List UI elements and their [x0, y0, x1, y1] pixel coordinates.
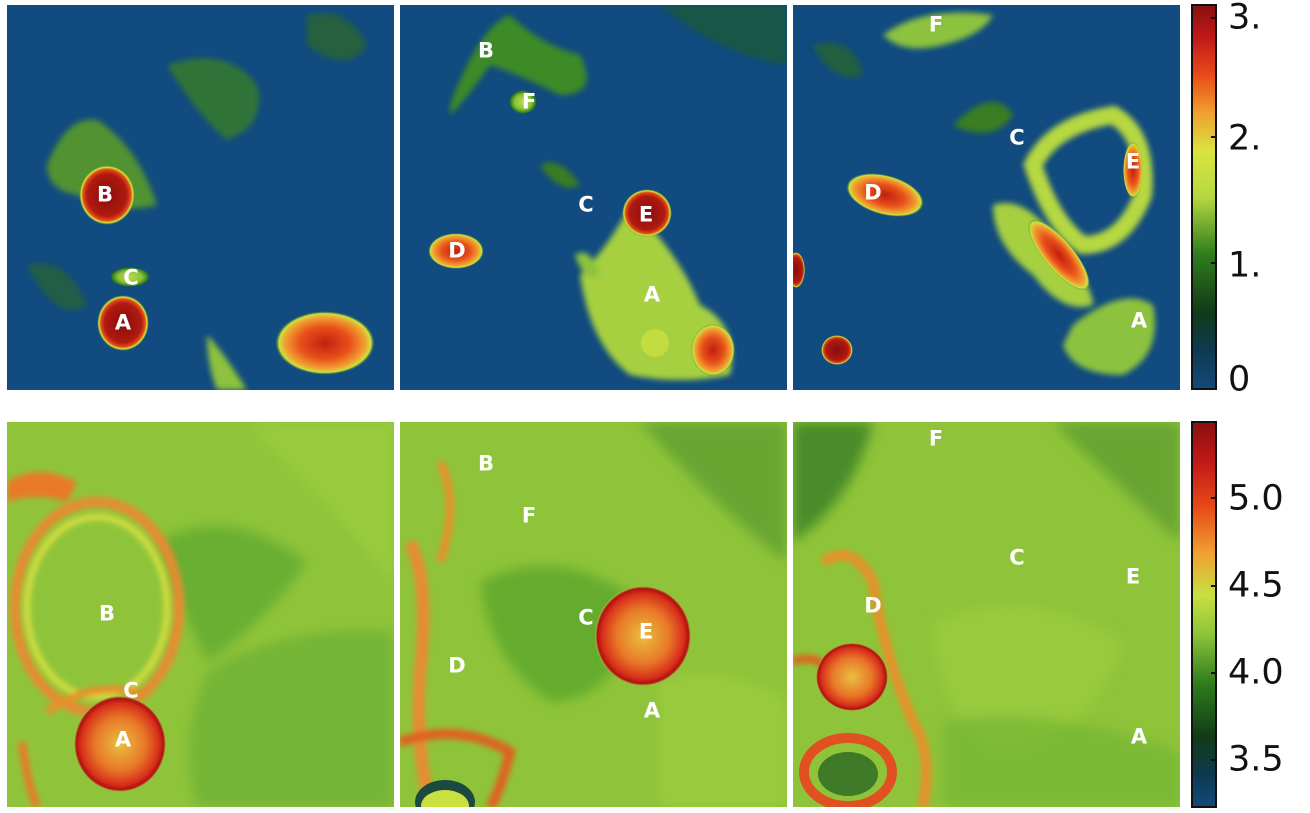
top-colorbar-tickmark [1211, 262, 1217, 264]
top-colorbar-tick-3: 3. [1228, 0, 1262, 38]
top-panel-3-label-d: D [864, 180, 882, 205]
bottom-panel-2-label-a: A [643, 698, 661, 723]
bottom-colorbar-gradient [1193, 423, 1215, 806]
top-panel-3: F C E D A [793, 5, 1180, 390]
bottom-panel-3-label-a: A [1130, 724, 1148, 749]
bottom-colorbar-tick-5-0: 5.0 [1228, 478, 1284, 519]
top-panel-3-field [793, 12, 1155, 375]
bottom-colorbar-tick-4-0: 4.0 [1228, 652, 1284, 693]
top-panel-1-label-a: A [114, 310, 132, 335]
bottom-panel-1-label-a: A [114, 727, 132, 752]
bottom-colorbar-tickmark [1211, 672, 1217, 674]
top-panel-2-field [428, 5, 787, 380]
bottom-panel-2-label-b: B [477, 451, 495, 476]
top-colorbar-tick-1: 1. [1228, 245, 1262, 286]
top-panel-2-label-c: C [578, 192, 594, 217]
bottom-panel-2-label-f: F [521, 503, 537, 528]
top-panel-2-label-e: E [638, 202, 654, 227]
bottom-panel-3-label-d: D [864, 593, 882, 618]
bottom-colorbar-tickmark [1211, 585, 1217, 587]
top-colorbar-tick-0: 0 [1228, 359, 1251, 400]
bottom-panel-1-label-b: B [98, 601, 116, 626]
top-colorbar-tickmark [1211, 136, 1217, 138]
top-panel-3-label-f: F [928, 12, 944, 37]
top-colorbar-gradient [1193, 6, 1215, 388]
bottom-panel-1-label-c: C [123, 678, 139, 703]
top-panel-3-label-e: E [1125, 149, 1141, 174]
top-panel-2-label-f: F [521, 89, 537, 114]
bottom-colorbar-tickmark [1211, 497, 1217, 499]
bottom-colorbar-tickmark [1211, 759, 1217, 761]
bottom-panel-3-field [793, 422, 1180, 807]
top-colorbar [1191, 4, 1217, 390]
bottom-colorbar-tick-4-5: 4.5 [1228, 565, 1284, 606]
bottom-panel-2-field [400, 422, 787, 807]
bottom-panel-3-label-f: F [928, 426, 944, 451]
top-colorbar-tickmark [1211, 17, 1217, 19]
bottom-panel-1-field [7, 422, 394, 807]
bottom-panel-1: B C A [7, 422, 394, 807]
top-panel-1-label-b: B [96, 182, 114, 207]
bottom-panel-3: F D C E A [793, 422, 1180, 807]
bottom-colorbar-tick-3-5: 3.5 [1228, 739, 1284, 780]
top-panel-1-field [27, 13, 375, 390]
bottom-panel-2-label-e: E [638, 619, 654, 644]
top-panel-2-label-d: D [448, 238, 466, 263]
bottom-panel-2: B F C E D A [400, 422, 787, 807]
top-panel-1-label-c: C [123, 265, 139, 290]
top-colorbar-tick-2: 2. [1228, 118, 1262, 159]
top-panel-2: B F C E D A [400, 5, 787, 390]
bottom-panel-2-label-d: D [448, 653, 466, 678]
bottom-panel-3-label-e: E [1125, 564, 1141, 589]
top-panel-3-label-a: A [1130, 308, 1148, 333]
bottom-colorbar [1191, 421, 1217, 808]
top-panel-2-label-b: B [477, 38, 495, 63]
bottom-panel-2-label-c: C [578, 605, 594, 630]
bottom-panel-3-label-c: C [1009, 545, 1025, 570]
top-panel-1: B C A [7, 5, 394, 390]
top-panel-2-label-a: A [643, 282, 661, 307]
top-panel-3-label-c: C [1009, 125, 1025, 150]
